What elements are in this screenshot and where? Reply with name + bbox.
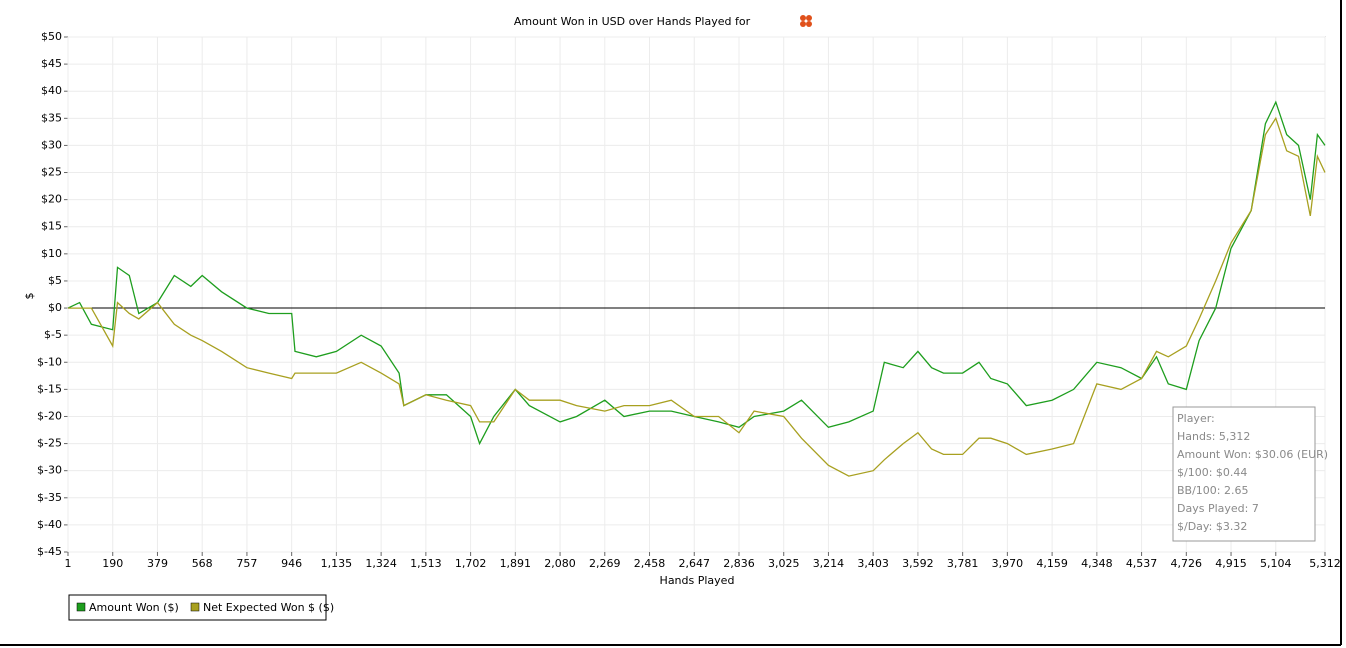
x-tick-label: 757	[236, 557, 257, 570]
y-tick-label: $-5	[44, 328, 62, 341]
y-tick-label: $-15	[37, 382, 62, 395]
y-tick-label: $0	[48, 301, 62, 314]
y-tick-label: $5	[48, 274, 62, 287]
y-tick-label: $40	[41, 84, 62, 97]
x-tick-label: 4,537	[1126, 557, 1158, 570]
x-tick-label: 568	[192, 557, 213, 570]
x-tick-label: 190	[102, 557, 123, 570]
x-tick-label: 3,403	[857, 557, 889, 570]
x-tick-label: 1,135	[321, 557, 353, 570]
x-tick-label: 1	[65, 557, 72, 570]
x-tick-label: 3,214	[813, 557, 845, 570]
plot-area	[67, 36, 1326, 553]
info-box	[1172, 406, 1316, 542]
y-tick-label: $35	[41, 111, 62, 124]
y-tick-label: $45	[41, 57, 62, 70]
y-tick-label: $50	[41, 30, 62, 43]
x-tick-label: 1,891	[500, 557, 532, 570]
x-tick-label: 379	[147, 557, 168, 570]
legend: Amount Won ($) Net Expected Won $ ($)	[68, 594, 334, 621]
y-tick-label: $-10	[37, 355, 62, 368]
x-tick-label: 1,702	[455, 557, 487, 570]
y-tick-label: $-20	[37, 409, 62, 422]
x-tick-label: 3,592	[902, 557, 934, 570]
info-line: $/Day: $3.32	[1177, 520, 1247, 533]
chart-title: Amount Won in USD over Hands Played for	[514, 15, 751, 28]
x-tick-label: 5,104	[1260, 557, 1292, 570]
y-tick-label: $-45	[37, 545, 62, 558]
legend-label: Amount Won ($)	[89, 601, 179, 614]
x-tick-label: 946	[281, 557, 302, 570]
y-tick-label: $-35	[37, 491, 62, 504]
info-line: BB/100: 2.65	[1177, 484, 1249, 497]
x-tick-label: 5,312	[1309, 557, 1341, 570]
x-tick-label: 2,458	[634, 557, 666, 570]
y-tick-label: $25	[41, 166, 62, 179]
y-axis-label: $	[23, 293, 36, 300]
legend-label: Net Expected Won $ ($)	[203, 601, 334, 614]
y-tick-label: $-30	[37, 464, 62, 477]
y-tick-label: $-25	[37, 437, 62, 450]
info-line: Hands: 5,312	[1177, 430, 1250, 443]
y-tick-label: $10	[41, 247, 62, 260]
x-tick-label: 2,836	[723, 557, 755, 570]
site-icon	[800, 15, 812, 27]
info-line: Player:	[1177, 412, 1215, 425]
x-tick-label: 4,348	[1081, 557, 1113, 570]
x-tick-label: 1,324	[365, 557, 397, 570]
x-tick-label: 3,781	[947, 557, 979, 570]
x-tick-label: 1,513	[410, 557, 442, 570]
legend-swatch	[76, 602, 86, 612]
info-line: $/100: $0.44	[1177, 466, 1247, 479]
x-tick-label: 3,025	[768, 557, 800, 570]
info-line: Days Played: 7	[1177, 502, 1259, 515]
y-tick-label: $15	[41, 220, 62, 233]
y-tick-label: $30	[41, 138, 62, 151]
y-tick-label: $-40	[37, 518, 62, 531]
x-tick-label: 3,970	[992, 557, 1024, 570]
x-tick-label: 2,080	[544, 557, 576, 570]
x-tick-label: 4,726	[1171, 557, 1203, 570]
legend-swatch	[190, 602, 200, 612]
y-tick-label: $20	[41, 193, 62, 206]
x-tick-label: 2,269	[589, 557, 621, 570]
series-line	[67, 100, 1326, 446]
x-axis-label: Hands Played	[660, 574, 735, 587]
x-tick-label: 4,915	[1215, 557, 1247, 570]
x-tick-label: 2,647	[679, 557, 711, 570]
series-line	[68, 116, 1326, 477]
x-tick-label: 4,159	[1036, 557, 1068, 570]
info-line: Amount Won: $30.06 (EUR)	[1177, 448, 1328, 461]
